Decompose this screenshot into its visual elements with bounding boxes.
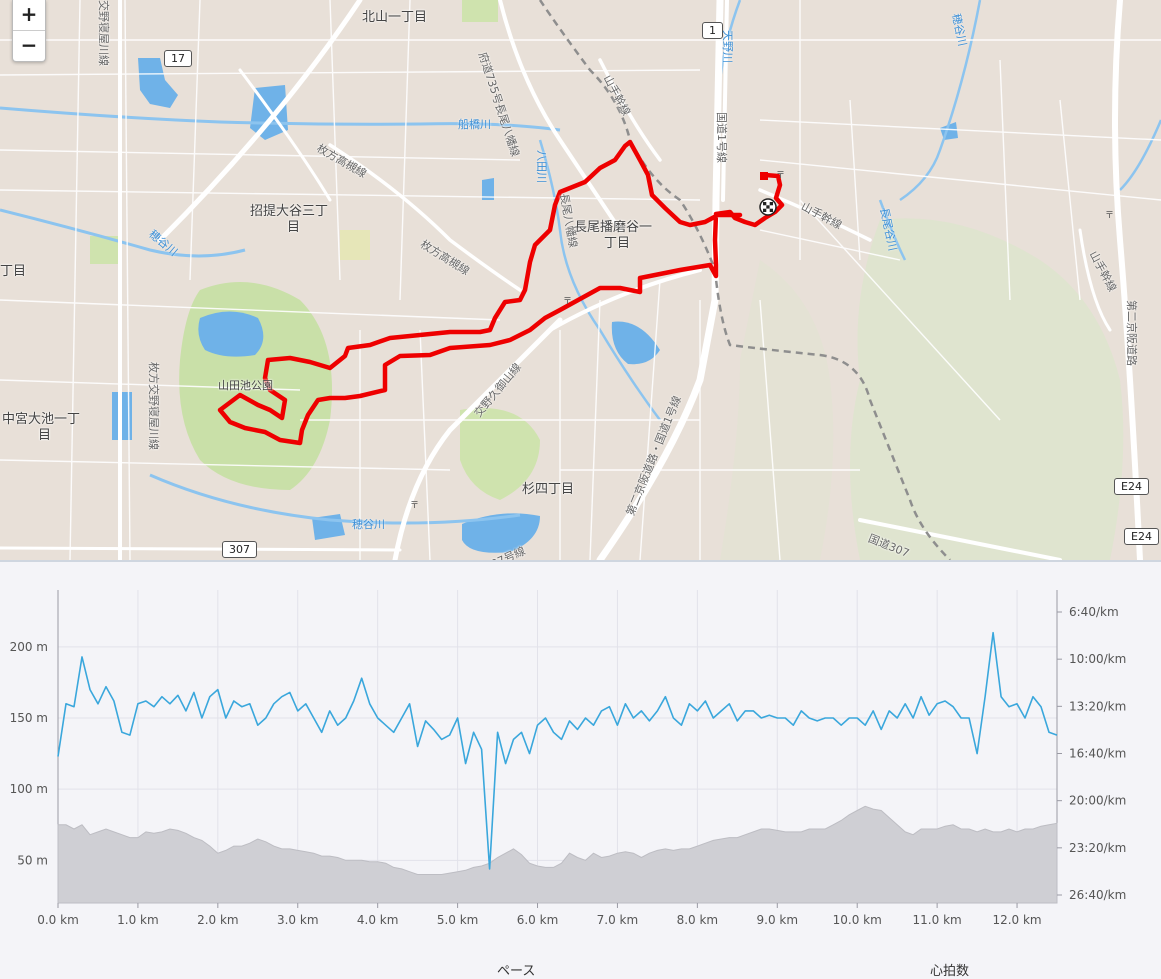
- station-icon-2: 〒: [563, 297, 572, 307]
- main-roads: [0, 0, 1143, 560]
- x-tick-label: 2.0 km: [197, 913, 239, 927]
- river-hozumi: [0, 208, 246, 258]
- route-shield: E24: [1114, 478, 1149, 495]
- map-base: 〒 〒 〒 〒: [0, 0, 1161, 560]
- pond-1: [138, 58, 178, 108]
- x-tick-label: 3.0 km: [277, 913, 319, 927]
- x-tick-label: 0.0 km: [37, 913, 79, 927]
- route-shield: 17: [164, 50, 192, 67]
- route-shield: E24: [1124, 528, 1159, 545]
- park-green-2: [460, 408, 540, 500]
- start-marker: [760, 172, 768, 180]
- divider: [0, 560, 1161, 562]
- y-right-tick-label: 16:40/km: [1069, 747, 1126, 761]
- x-tick-label: 12.0 km: [992, 913, 1041, 927]
- station-icon-3: 〒: [410, 501, 419, 511]
- park-green-5: [462, 0, 498, 22]
- y-left-tick-label: 150 m: [10, 711, 48, 725]
- river-hozumi-2: [149, 473, 521, 525]
- road-label: 国道1号線: [715, 112, 728, 163]
- park-green-4: [340, 230, 370, 260]
- pace-series-line: [57, 631, 1058, 870]
- x-tick-label: 1.0 km: [117, 913, 159, 927]
- river-hatano: [538, 139, 662, 421]
- place-label: 招提大谷三丁: [250, 204, 329, 219]
- x-tick-label: 5.0 km: [437, 913, 479, 927]
- boundary-line: [538, 0, 951, 560]
- road-label: 交野寝屋川線: [97, 0, 110, 66]
- y-left-tick-label: 200 m: [10, 640, 48, 654]
- x-tick-label: 10.0 km: [833, 913, 882, 927]
- place-label: 杉四丁目: [522, 482, 575, 497]
- river-far-right: [1119, 119, 1161, 191]
- hill-area-2: [720, 260, 834, 560]
- pace-legend[interactable]: ペース: [497, 964, 536, 979]
- water-label: 船橋川: [458, 118, 491, 131]
- chart-svg: 0.0 km 1.0 km 2.0 km 3.0 km 4.0 km 5.0 km 6.0 …: [10, 590, 1126, 927]
- station-icon: 〒: [776, 171, 785, 181]
- zoom-out-button[interactable]: −: [13, 30, 45, 61]
- elevation-chart[interactable]: 0.0 km 1.0 km 2.0 km 3.0 km 4.0 km 5.0 km 6.0 …: [0, 560, 1161, 979]
- station-icon-4: 〒: [1105, 211, 1114, 221]
- x-tick-label: 4.0 km: [357, 913, 399, 927]
- pond-7: [482, 178, 494, 200]
- place-label: 丁目: [604, 236, 631, 251]
- place-label: 目: [38, 428, 52, 443]
- place-label: 山田池公園: [218, 379, 273, 392]
- place-label: 長尾播磨谷一: [574, 220, 653, 235]
- x-tick-label: 7.0 km: [597, 913, 639, 927]
- y-left-tick-label: 100 m: [10, 782, 48, 796]
- road-label: 枚方交野寝屋川線: [147, 362, 160, 450]
- route-line: [217, 139, 785, 446]
- place-label: 北山一丁目: [362, 10, 428, 25]
- y-left-tick-label: 50 m: [17, 853, 48, 867]
- yamada-pond: [198, 311, 264, 357]
- y-right-tick-label: 10:00/km: [1069, 652, 1126, 666]
- water-label: 八田川: [535, 150, 548, 183]
- heart-rate-legend[interactable]: 心拍数: [930, 964, 970, 979]
- x-tick-label: 6.0 km: [517, 913, 559, 927]
- route-shield: 307: [222, 541, 257, 558]
- x-tick-label: 11.0 km: [913, 913, 962, 927]
- route-shield: 1: [702, 22, 723, 39]
- street-grid: [0, 0, 1161, 560]
- x-tick-label: 9.0 km: [757, 913, 799, 927]
- zoom-in-button[interactable]: +: [20, 2, 38, 26]
- elevation-area: [57, 805, 1058, 904]
- zoom-control: + −: [12, 0, 46, 62]
- river-funahashi: [0, 106, 561, 132]
- water-label: 穂谷川: [352, 518, 385, 531]
- y-right-tick-label: 13:20/km: [1069, 699, 1126, 713]
- map-view[interactable]: 〒 〒 〒 〒 + − 北山一丁目 招提大谷三丁 目 長尾播磨谷一 丁目 中宮大…: [0, 0, 1161, 560]
- y-right-tick-label: 23:20/km: [1069, 841, 1126, 855]
- place-label: 目: [287, 220, 301, 235]
- place-label: 丁目: [0, 264, 27, 279]
- pond-4: [611, 321, 660, 365]
- pond-5: [462, 513, 540, 553]
- place-label: 中宮大池一丁: [2, 412, 81, 427]
- y-right-tick-label: 20:00/km: [1069, 794, 1126, 808]
- y-right-tick-label: 26:40/km: [1069, 888, 1126, 902]
- river-right-2: [878, 199, 907, 261]
- y-right-tick-label: 6:40/km: [1069, 605, 1119, 619]
- road-label: 第二京阪道路: [1125, 300, 1138, 366]
- x-tick-label: 8.0 km: [677, 913, 719, 927]
- hill-area: [850, 218, 1124, 560]
- finish-flag-icon: [759, 198, 777, 216]
